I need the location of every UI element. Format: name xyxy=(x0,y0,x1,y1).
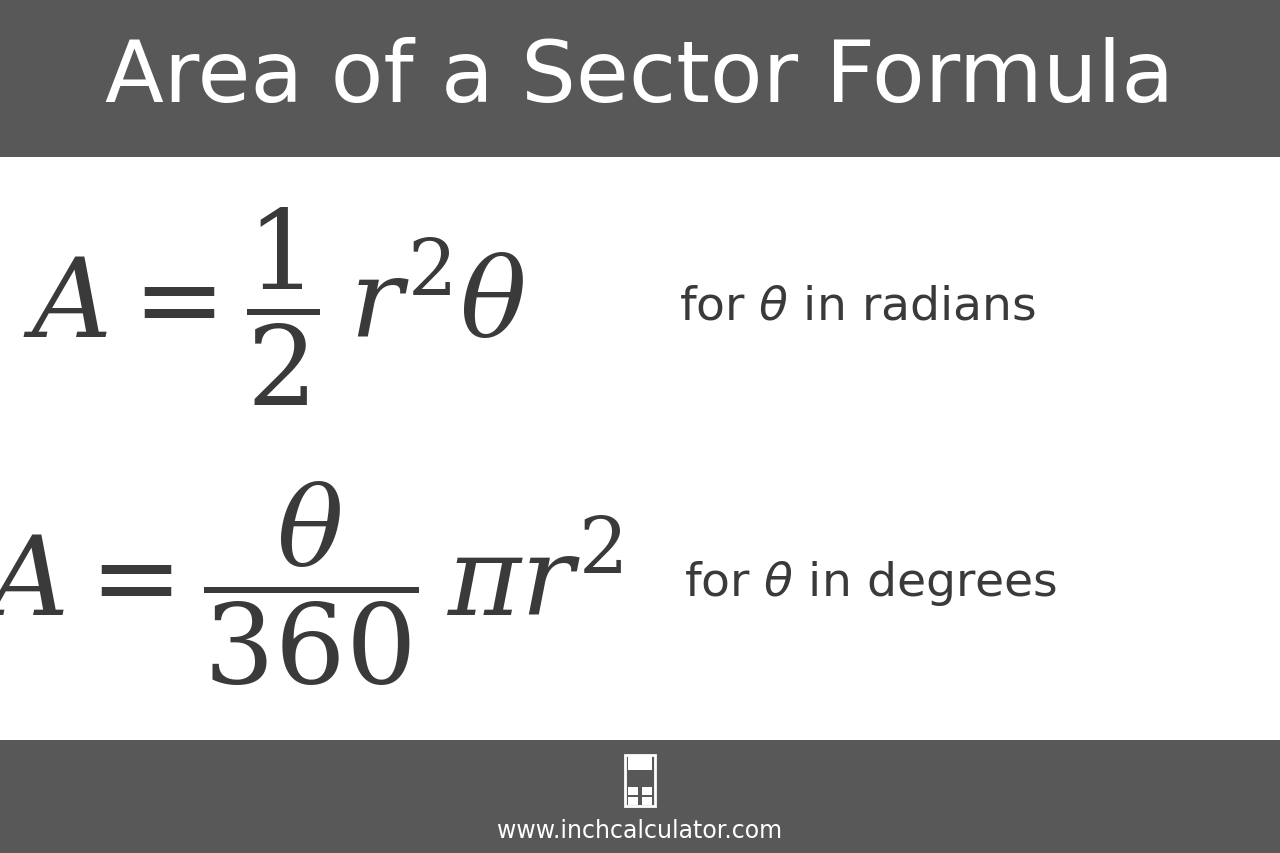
Text: $A = \dfrac{\theta}{360}\, \pi r^2$: $A = \dfrac{\theta}{360}\, \pi r^2$ xyxy=(0,479,622,688)
Text: Area of a Sector Formula: Area of a Sector Formula xyxy=(105,38,1175,120)
FancyBboxPatch shape xyxy=(641,787,652,795)
FancyBboxPatch shape xyxy=(641,798,652,805)
FancyBboxPatch shape xyxy=(628,787,639,795)
FancyBboxPatch shape xyxy=(628,798,639,805)
Text: www.inchcalculator.com: www.inchcalculator.com xyxy=(498,819,782,843)
FancyBboxPatch shape xyxy=(0,0,1280,158)
FancyBboxPatch shape xyxy=(628,756,652,770)
Text: $A = \dfrac{1}{2}\, r^2\theta$: $A = \dfrac{1}{2}\, r^2\theta$ xyxy=(23,205,527,408)
Text: for $\theta$ in radians: for $\theta$ in radians xyxy=(680,284,1036,329)
FancyBboxPatch shape xyxy=(0,740,1280,853)
Text: for $\theta$ in degrees: for $\theta$ in degrees xyxy=(684,559,1057,607)
